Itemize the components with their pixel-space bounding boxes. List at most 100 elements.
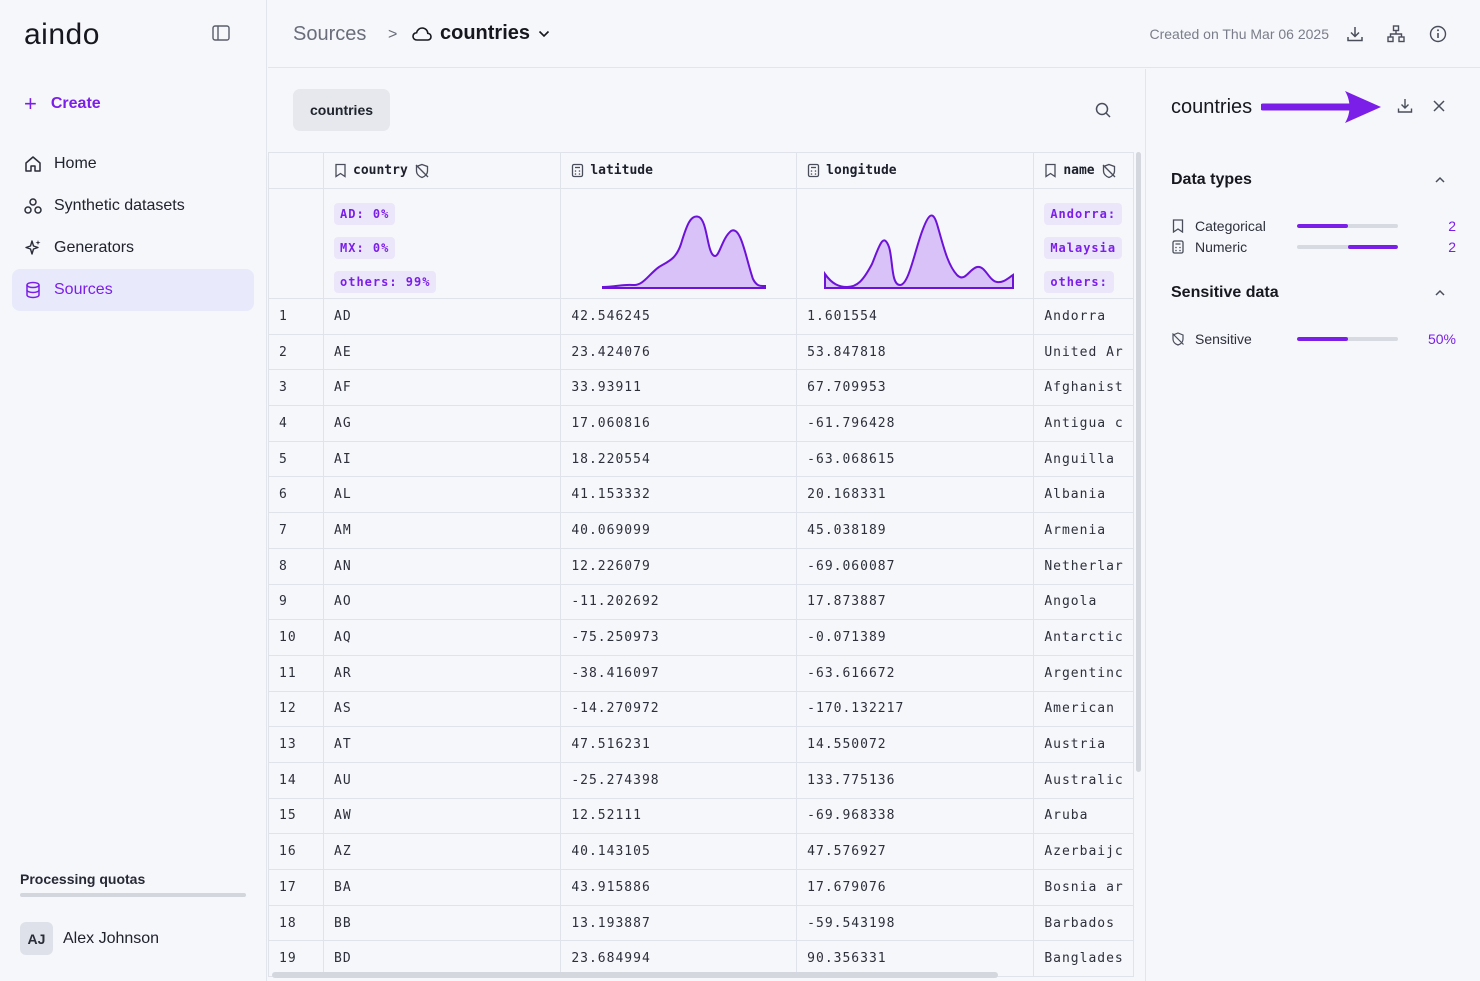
row-index: 4 — [268, 405, 324, 442]
table-row[interactable]: 8 AN 12.226079 -69.060087 Netherlar — [268, 547, 1134, 585]
sidebar-toggle-icon[interactable] — [212, 25, 230, 41]
table-cell: -170.132217 — [796, 690, 1035, 728]
table-row[interactable]: 13 AT 47.516231 14.550072 Austria — [268, 726, 1134, 763]
sensitive-percent: 50% — [1427, 331, 1456, 347]
sidebar-item-sources[interactable]: Sources — [12, 269, 254, 311]
table-cell: Netherlar — [1033, 547, 1134, 585]
table-row[interactable]: 11 AR -38.416097 -63.616672 Argentinc — [268, 654, 1134, 692]
table-cell: 45.038189 — [796, 512, 1035, 549]
column-header-country[interactable]: country — [322, 152, 562, 189]
row-index: 18 — [268, 904, 324, 942]
avatar: AJ — [20, 922, 53, 955]
value-chip: Andorra: — [1044, 203, 1123, 225]
row-index: 2 — [268, 333, 324, 371]
table-row[interactable]: 9 AO -11.202692 17.873887 Angola — [268, 583, 1134, 621]
download-icon[interactable] — [1396, 97, 1414, 115]
value-chip: Malaysia — [1044, 237, 1123, 259]
table-row[interactable]: 16 AZ 40.143105 47.576927 Azerbaijc — [268, 833, 1134, 870]
table-row[interactable]: 12 AS -14.270972 -170.132217 American — [268, 690, 1134, 728]
close-icon[interactable] — [1430, 97, 1448, 115]
value-chip: others: — [1044, 271, 1114, 293]
breadcrumb-sources[interactable]: Sources — [293, 23, 367, 45]
table-row[interactable]: 17 BA 43.915886 17.679076 Bosnia ar — [268, 869, 1134, 906]
table-row[interactable]: 1 AD 42.546245 1.601554 Andorra — [268, 298, 1134, 335]
table-row[interactable]: 2 AE 23.424076 53.847818 United Ar — [268, 333, 1134, 371]
created-date: Created on Thu Mar 06 2025 — [1149, 26, 1329, 42]
table-cell: 20.168331 — [796, 476, 1035, 514]
table-row[interactable]: 15 AW 12.52111 -69.968338 Aruba — [268, 797, 1134, 835]
data-type-count: 2 — [1448, 239, 1456, 255]
sensitive-data-title: Sensitive data — [1171, 284, 1279, 301]
breadcrumb-current[interactable]: countries — [412, 22, 550, 45]
row-index: 14 — [268, 761, 324, 799]
categorical-icon — [335, 163, 346, 178]
table-cell: AM — [322, 512, 562, 549]
sidebar-item-synthetic-datasets[interactable]: Synthetic datasets — [12, 185, 254, 227]
column-name: longitude — [826, 163, 897, 178]
table-cell: 1.601554 — [796, 298, 1035, 335]
table-row[interactable]: 7 AM 40.069099 45.038189 Armenia — [268, 512, 1134, 549]
table-cell: 17.679076 — [796, 869, 1035, 906]
info-icon[interactable] — [1428, 24, 1448, 44]
table-row[interactable]: 18 BB 13.193887 -59.543198 Barbados — [268, 904, 1134, 942]
table-row[interactable]: 4 AG 17.060816 -61.796428 Antigua c — [268, 405, 1134, 442]
data-table-container[interactable]: country latitude longitude — [268, 152, 1134, 981]
search-icon[interactable] — [1094, 101, 1112, 119]
table-cell: Argentinc — [1033, 654, 1134, 692]
longitude-distribution-chart — [824, 214, 1015, 289]
table-row[interactable]: 19 BD 23.684994 90.356331 Banglades — [268, 940, 1134, 978]
chevron-up-icon[interactable] — [1433, 286, 1447, 300]
row-index: 12 — [268, 690, 324, 728]
table-row[interactable]: 6 AL 41.153332 20.168331 Albania — [268, 476, 1134, 514]
user-profile[interactable]: AJ Alex Johnson — [20, 922, 159, 955]
horizontal-scrollbar[interactable] — [272, 972, 998, 978]
table-cell: 40.143105 — [560, 833, 798, 870]
table-cell: -14.270972 — [560, 690, 798, 728]
create-label: Create — [50, 95, 101, 112]
table-row[interactable]: 14 AU -25.274398 133.775136 Australic — [268, 761, 1134, 799]
create-button[interactable]: + Create — [24, 93, 101, 115]
row-index: 9 — [268, 583, 324, 621]
table-cell: Albania — [1033, 476, 1134, 514]
sidebar: aindo + Create Home Synthetic datasets G… — [0, 0, 267, 981]
sidebar-item-label: Synthetic datasets — [54, 197, 185, 214]
table-row[interactable]: 5 AI 18.220554 -63.068615 Anguilla — [268, 440, 1134, 478]
sidebar-item-home[interactable]: Home — [12, 143, 254, 185]
column-name: latitude — [590, 163, 653, 178]
table-cell: BA — [322, 869, 562, 906]
row-index: 11 — [268, 654, 324, 692]
categorical-icon — [1172, 219, 1184, 233]
table-cell: Bosnia ar — [1033, 869, 1134, 906]
row-index: 8 — [268, 547, 324, 585]
row-index: 7 — [268, 512, 324, 549]
column-name: country — [353, 163, 408, 178]
column-stats-row: AD: 0% MX: 0% others: 99% — [268, 188, 1134, 299]
column-header-longitude[interactable]: longitude — [796, 152, 1035, 189]
chevron-up-icon[interactable] — [1433, 173, 1447, 187]
country-stats: AD: 0% MX: 0% others: 99% — [322, 188, 562, 299]
value-chip: AD: 0% — [334, 203, 396, 225]
schema-icon[interactable] — [1386, 24, 1406, 44]
tab-countries[interactable]: countries — [293, 89, 391, 131]
sidebar-item-generators[interactable]: Generators — [12, 227, 254, 269]
download-icon[interactable] — [1345, 24, 1365, 44]
table-row[interactable]: 3 AF 33.93911 67.709953 Afghanist — [268, 369, 1134, 407]
sidebar-nav: Home Synthetic datasets Generators Sourc… — [12, 143, 254, 311]
table-cell: -38.416097 — [560, 654, 798, 692]
processing-quotas-label: Processing quotas — [20, 871, 146, 887]
table-cell: Australic — [1033, 761, 1134, 799]
vertical-scrollbar[interactable] — [1136, 152, 1141, 772]
processing-quotas-bar — [20, 893, 246, 897]
table-cell: Andorra — [1033, 298, 1134, 335]
panel-title: countries — [1171, 96, 1253, 118]
data-type-count: 2 — [1448, 218, 1456, 234]
sensitive-label: Sensitive — [1195, 331, 1252, 347]
column-header-latitude[interactable]: latitude — [560, 152, 798, 189]
table-row[interactable]: 10 AQ -75.250973 -0.071389 Antarctic — [268, 619, 1134, 656]
table-cell: -63.068615 — [796, 440, 1035, 478]
row-index: 19 — [268, 940, 324, 978]
column-header-name[interactable]: name — [1033, 152, 1134, 189]
row-index: 6 — [268, 476, 324, 514]
table-cell: Aruba — [1033, 797, 1134, 835]
value-chip: others: 99% — [334, 271, 437, 293]
